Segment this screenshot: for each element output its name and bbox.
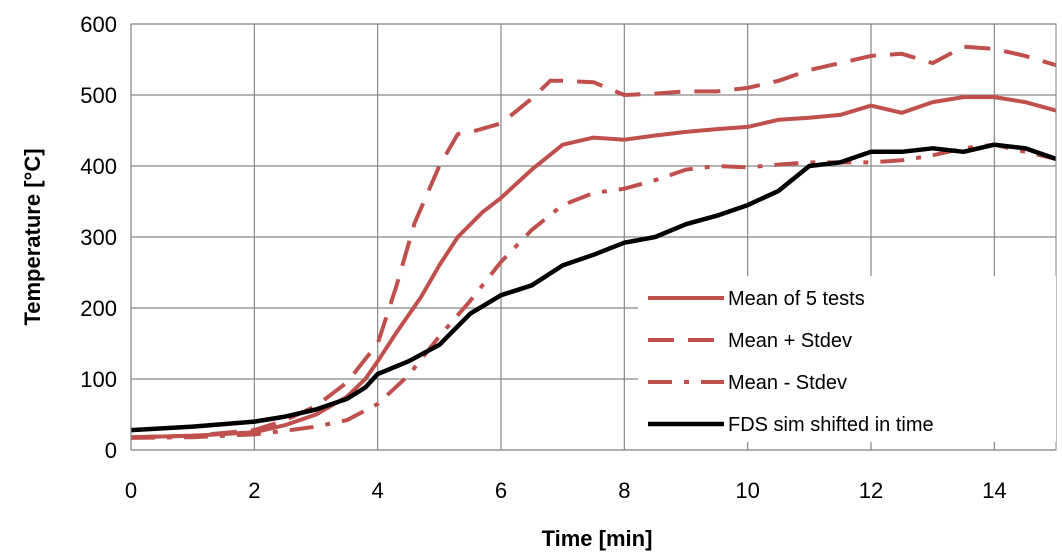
y-axis-title: Temperature [°C] (20, 148, 45, 325)
tick-labels: 0 100 200 300 400 500 600 0 2 4 6 8 10 12 14 (80, 12, 1006, 503)
plot-frame (130, 23, 1057, 451)
series-line-2 (131, 44, 1056, 440)
x-tick-label: 14 (982, 478, 1006, 503)
y-tick-label: 600 (80, 12, 117, 37)
x-tick-label: 8 (618, 478, 630, 503)
y-tick-label: 300 (80, 225, 117, 250)
legend-label-2: Mean + Stdev (728, 330, 852, 352)
y-tick-label: 400 (80, 154, 117, 179)
legend-box (638, 276, 1056, 442)
x-tick-label: 12 (859, 478, 883, 503)
x-tick-label: 2 (248, 478, 260, 503)
x-tick-label: 0 (125, 478, 137, 503)
legend-label-1: Mean of 5 tests (728, 288, 865, 310)
series-line-1 (131, 95, 1056, 440)
x-tick-label: 10 (735, 478, 759, 503)
series-line-3 (131, 142, 1056, 440)
legend: Mean of 5 tests Mean + Stdev Mean - Stdev F… (638, 276, 1056, 442)
legend-label-3: Mean - Stdev (728, 372, 847, 394)
y-tick-label: 200 (80, 296, 117, 321)
x-tick-label: 6 (495, 478, 507, 503)
x-axis-title: Time [min] (542, 526, 653, 551)
y-tick-label: 100 (80, 367, 117, 392)
legend-label-4: FDS sim shifted in time (728, 414, 934, 436)
series-line-4 (131, 142, 1056, 433)
x-tick-label: 4 (372, 478, 384, 503)
y-tick-label: 0 (105, 438, 117, 463)
series-layer (131, 44, 1056, 440)
y-tick-label: 500 (80, 83, 117, 108)
